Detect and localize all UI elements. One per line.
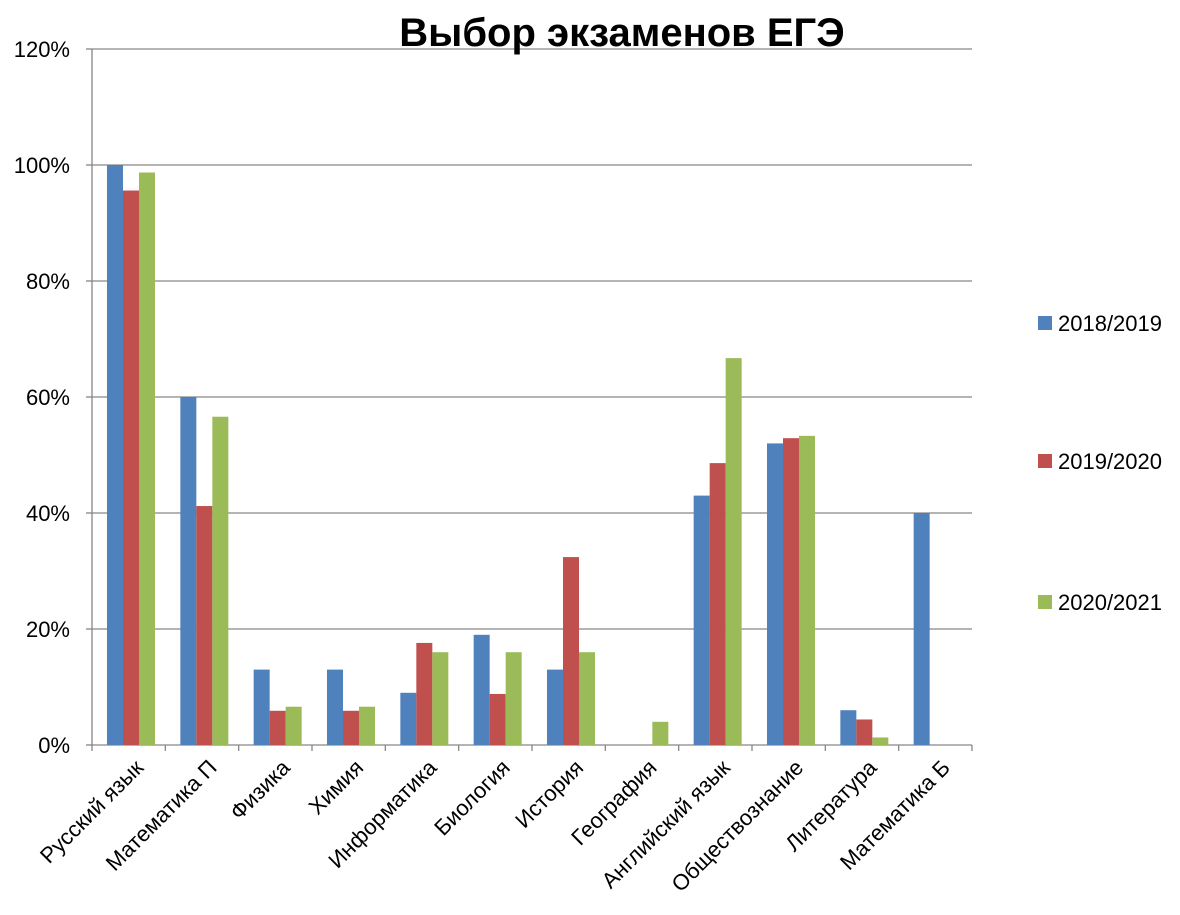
bar [359,706,375,745]
bar [253,669,270,745]
bar [343,710,359,745]
bar [505,652,522,745]
legend-label: 2020/2021 [1058,590,1162,615]
x-tick-label: Химия [304,755,369,820]
axes [91,49,973,751]
chart-title: Выбор экзаменов ЕГЭ [399,11,844,55]
bar [652,721,669,745]
bar [432,652,449,745]
x-tick-label: Биология [429,755,515,841]
y-tick-label: 80% [26,269,70,294]
bar [107,165,123,745]
y-tick-label: 0% [38,733,70,758]
bar [400,692,417,745]
bar [285,706,302,745]
y-tick-label: 100% [14,153,70,178]
bar [327,669,343,745]
legend-label: 2018/2019 [1058,311,1162,336]
x-tick-label: Обществознание [666,755,808,897]
bar [196,506,213,745]
y-tick-label: 40% [26,501,70,526]
legend: 2018/2019 2019/2020 2020/2021 [1038,311,1162,615]
bar [709,463,726,745]
y-tick-label: 120% [14,37,70,62]
bar [212,416,229,745]
bar [416,642,433,745]
y-tick-labels: 0% 20% 40% 60% 80% 100% 120% [14,37,70,758]
bar [547,669,563,745]
bars [107,165,930,746]
bar [725,358,742,745]
bar [489,693,506,745]
y-tick-label: 20% [26,617,70,642]
bar [799,435,815,745]
bar [783,438,799,745]
x-tick-label: Английский язык [597,755,736,894]
bar [579,652,595,745]
bar [913,513,930,745]
bar [180,397,197,745]
legend-swatch [1038,316,1052,330]
bar [269,710,286,745]
bar [767,443,783,745]
legend-label: 2019/2020 [1058,449,1162,474]
bar [563,557,579,745]
bar [123,190,139,745]
y-tick-label: 60% [26,385,70,410]
bar [473,634,490,745]
legend-swatch [1038,454,1052,468]
bar [693,495,710,745]
grid-lines [86,48,972,746]
x-tick-label: Физика [225,754,295,824]
bar [840,710,857,745]
bar [856,719,873,745]
bar [872,737,889,745]
legend-swatch [1038,595,1052,609]
bar [139,172,155,746]
